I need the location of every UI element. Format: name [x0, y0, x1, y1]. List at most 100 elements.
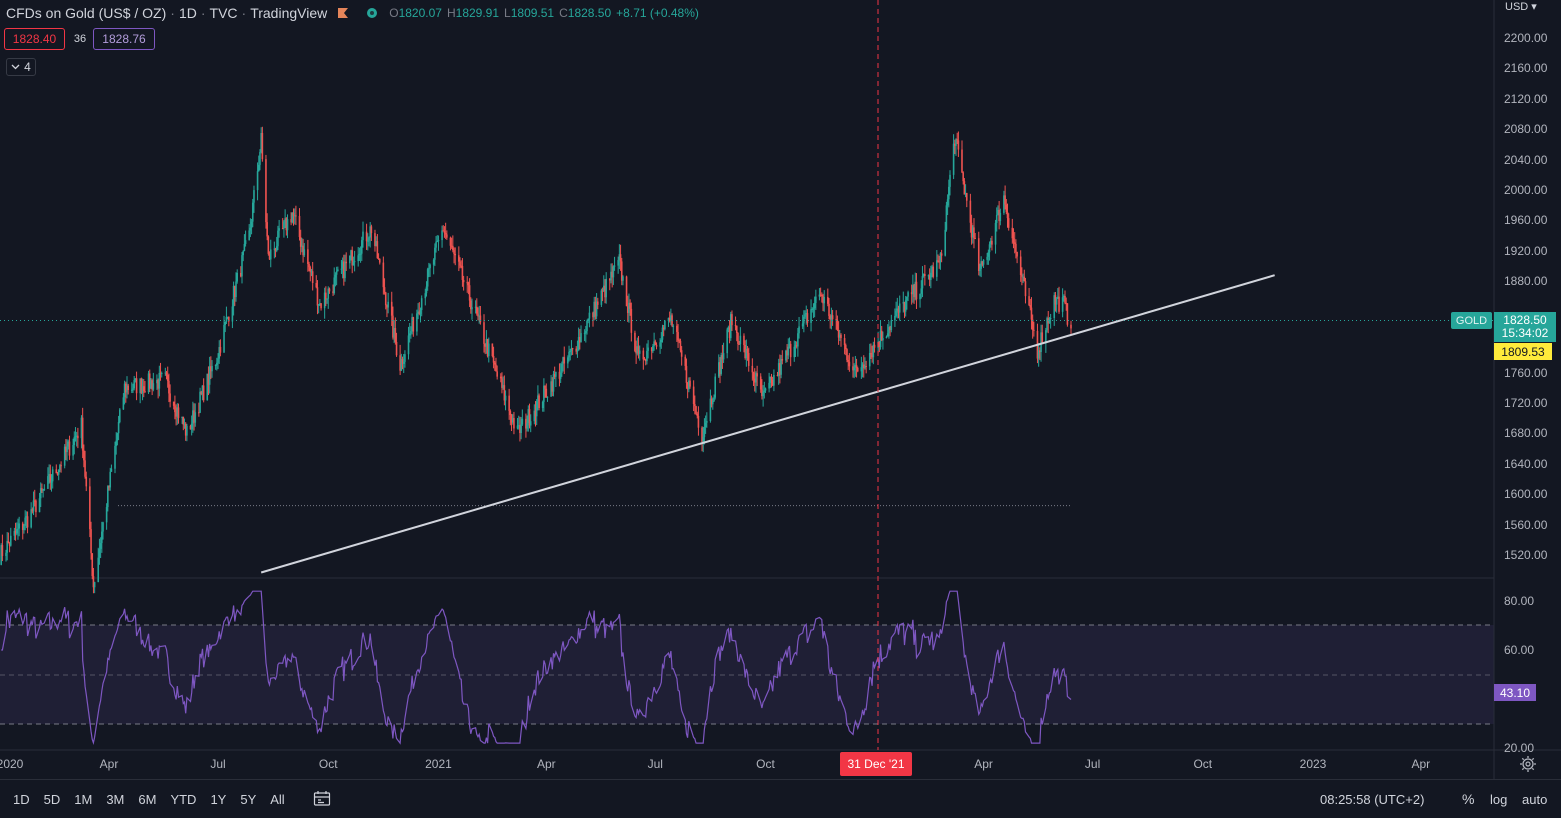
timeframe-3m-button[interactable]: 3M — [106, 791, 125, 807]
price-tick-label: 2120.00 — [1504, 91, 1548, 106]
interval-label[interactable]: 1D — [178, 5, 197, 21]
candle-body — [92, 576, 95, 588]
timeframe-1d-button[interactable]: 1D — [13, 791, 30, 807]
candle-body — [357, 255, 359, 262]
candle-body — [595, 301, 598, 317]
candle-body — [176, 407, 179, 417]
sell-price-button[interactable]: 1828.40 — [4, 28, 65, 50]
bar-countdown: 15:34:02 — [1501, 326, 1549, 340]
candle-body — [509, 410, 512, 416]
candle-body — [963, 181, 966, 195]
candle-body — [844, 345, 847, 350]
market-status-icon[interactable] — [367, 8, 378, 18]
candle-body — [134, 378, 137, 381]
symbol-title[interactable]: CFDs on Gold (US$ / OZ) — [6, 5, 167, 21]
candle-body — [141, 386, 144, 393]
candle-body — [865, 366, 867, 368]
candle-body — [620, 261, 623, 281]
candle-body — [26, 516, 29, 528]
time-tick-label: 2020 — [0, 757, 24, 771]
candle-body — [474, 306, 477, 308]
candle-body — [962, 172, 964, 182]
candle-body — [117, 422, 120, 434]
candle-body — [485, 339, 488, 347]
gear-icon[interactable] — [1519, 755, 1537, 773]
candle-body — [5, 552, 7, 556]
candle-body — [148, 373, 151, 389]
trendline-drawing[interactable] — [260, 274, 1275, 574]
candle-body — [787, 346, 790, 356]
candle-body — [21, 523, 24, 531]
candle-body — [491, 343, 494, 356]
price-pane[interactable] — [0, 0, 1494, 578]
candle-body — [610, 271, 612, 281]
timeframe-5y-button[interactable]: 5Y — [240, 791, 257, 807]
candle-body — [846, 349, 848, 360]
rsi-pane[interactable] — [0, 578, 1494, 750]
percent-scale-button[interactable]: % — [1462, 791, 1475, 807]
candle-body — [680, 350, 683, 357]
candle-body — [920, 288, 923, 294]
candle-body — [789, 343, 792, 358]
candle-body — [273, 248, 276, 250]
timeframe-ytd-button[interactable]: YTD — [170, 791, 197, 807]
candle-body — [594, 301, 597, 317]
candle-body — [458, 255, 460, 262]
timeframe-1m-button[interactable]: 1M — [74, 791, 93, 807]
candle-body — [762, 391, 764, 397]
time-tick-label: Jul — [210, 757, 226, 771]
candle-body — [269, 249, 272, 260]
buy-price-button[interactable]: 1828.76 — [93, 28, 155, 50]
candle-body — [535, 401, 538, 417]
candle-body — [408, 333, 411, 336]
candle-body — [938, 261, 941, 263]
candle-body — [460, 265, 463, 267]
price-tick-label: 2200.00 — [1504, 31, 1548, 45]
candle-body — [773, 374, 775, 386]
candle-body — [25, 516, 28, 518]
candle-body — [735, 325, 738, 334]
indicators-toggle-button[interactable]: 4 — [6, 58, 36, 76]
candle-body — [156, 379, 158, 384]
candle-body — [130, 389, 133, 391]
candle-body — [302, 245, 304, 256]
log-scale-button[interactable]: log — [1490, 791, 1508, 807]
candle-body — [836, 319, 839, 330]
candle-body — [38, 498, 41, 513]
price-tick-label: 1760.00 — [1504, 365, 1548, 380]
timeframe-6m-button[interactable]: 6M — [138, 791, 157, 807]
candle-body — [552, 374, 555, 392]
flag-icon[interactable] — [337, 7, 349, 19]
candle-body — [340, 268, 343, 270]
candle-body — [503, 385, 506, 401]
timeframe-1y-button[interactable]: 1Y — [210, 791, 227, 807]
candle-body — [696, 413, 699, 416]
candle-body — [688, 380, 690, 390]
candle-body — [186, 425, 188, 436]
candle-body — [275, 246, 278, 251]
candle-body — [570, 348, 573, 352]
candle-body — [219, 347, 222, 353]
candle-body — [341, 261, 344, 269]
candle-body — [551, 381, 554, 392]
candle-body — [265, 159, 267, 223]
clock-timezone[interactable]: 08:25:58 (UTC+2) — [1320, 791, 1425, 807]
candle-body — [945, 205, 948, 230]
candle-body — [579, 336, 581, 343]
currency-selector[interactable]: USD ▾ — [1505, 1, 1537, 13]
timeframe-all-button[interactable]: All — [270, 791, 285, 807]
candle-body — [459, 261, 461, 266]
price-tick-label: 1640.00 — [1504, 456, 1548, 471]
candle-body — [110, 468, 113, 472]
auto-scale-button[interactable]: auto — [1522, 791, 1548, 807]
candle-body — [994, 222, 997, 245]
price-tick-label: 1520.00 — [1504, 548, 1548, 562]
timeframe-5d-button[interactable]: 5D — [43, 791, 61, 807]
candle-body — [478, 315, 480, 317]
candle-body — [568, 351, 570, 358]
candle-body — [239, 272, 242, 277]
calendar-range-icon[interactable] — [313, 790, 331, 807]
candle-body — [1066, 303, 1069, 325]
candle-body — [701, 427, 703, 442]
